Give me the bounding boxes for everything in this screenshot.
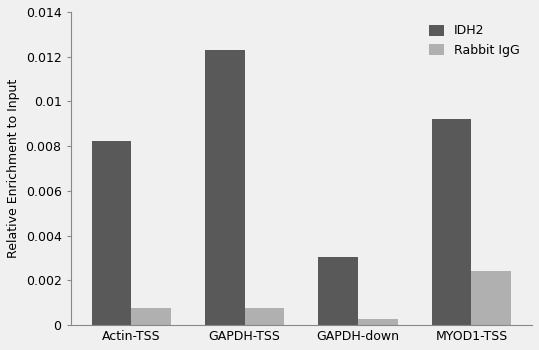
Bar bbox=[92, 141, 131, 325]
Bar bbox=[205, 50, 245, 325]
Bar bbox=[245, 308, 284, 325]
Bar bbox=[432, 119, 472, 325]
Y-axis label: Relative Enrichment to Input: Relative Enrichment to Input bbox=[7, 79, 20, 258]
Legend: IDH2, Rabbit IgG: IDH2, Rabbit IgG bbox=[423, 18, 526, 63]
Bar bbox=[472, 272, 511, 325]
Bar bbox=[319, 257, 358, 325]
Bar bbox=[131, 308, 171, 325]
Bar bbox=[358, 319, 398, 325]
